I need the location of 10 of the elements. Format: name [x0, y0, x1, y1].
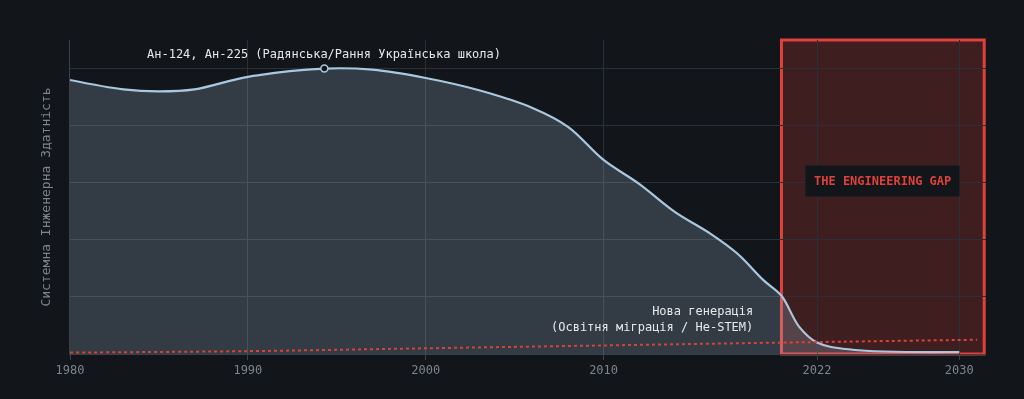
x-tick-label: 1980 [55, 363, 85, 378]
x-tick-label: 2030 [944, 363, 974, 378]
annotation: Нова генерація (Освітня міграція / Не-STEM) [551, 304, 754, 334]
annotation: Ан-124, Ан-225 (Радянська/Рання Українська школа) [147, 47, 502, 61]
y-axis-title: Системна Інженерна Здатність [37, 87, 53, 307]
x-tick-label: 2000 [411, 363, 441, 378]
x-tick-label: 2010 [589, 363, 619, 378]
x-tick-label: 2022 [802, 363, 832, 378]
x-tick-label: 1990 [233, 363, 263, 378]
band-label: THE ENGINEERING GAP [814, 174, 952, 188]
